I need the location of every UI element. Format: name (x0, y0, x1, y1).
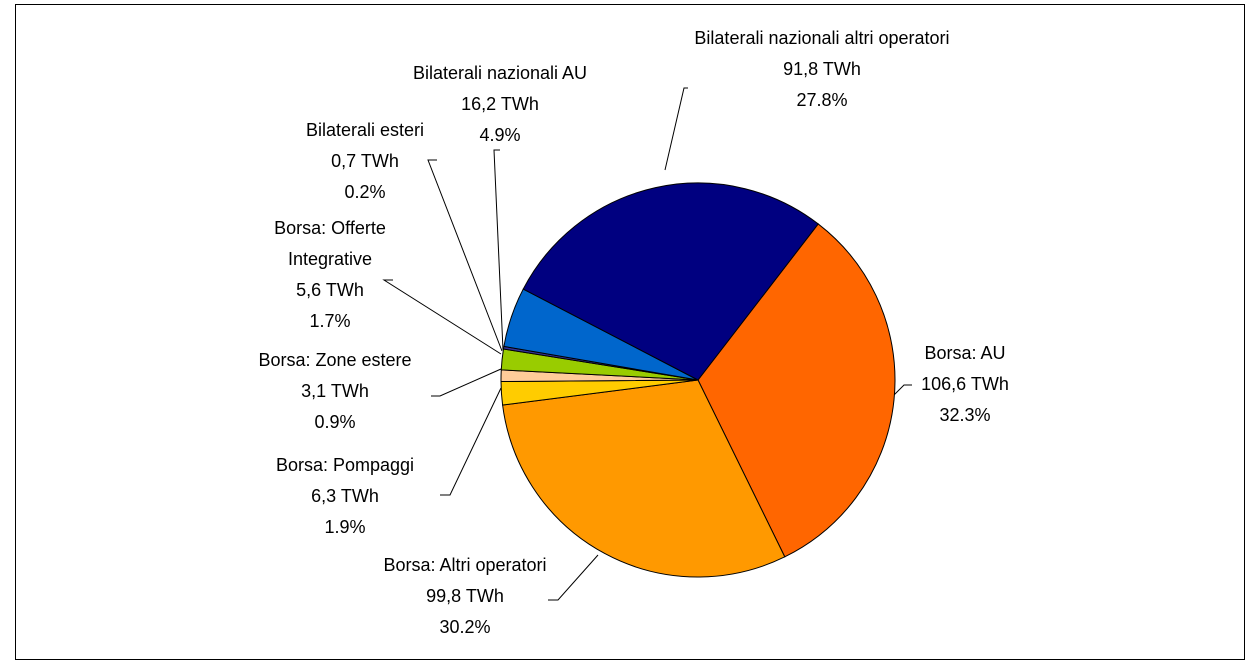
frame (15, 4, 1245, 660)
slice-label: Bilaterali nazionali altri operatori 91,8… (692, 23, 952, 116)
leader-line (440, 387, 502, 496)
slice-percent: 32.3% (939, 405, 991, 425)
slice-label: Borsa: Zone estere 3,1 TWh 0.9% (225, 345, 445, 438)
leader-lines (382, 87, 912, 601)
leader-line (548, 554, 599, 601)
slice-name: Borsa: Offerte Integrative (274, 218, 386, 269)
slice-percent: 0.2% (344, 182, 386, 202)
slice-label: Borsa: Altri operatori 99,8 TWh 30.2% (335, 550, 595, 643)
slice-percent: 1.9% (324, 517, 366, 537)
leader-line (493, 149, 504, 351)
slice-value: 0,7 TWh (331, 151, 399, 171)
leader-line (892, 384, 912, 397)
pie-slice (697, 223, 896, 558)
slice-value: 106,6 TWh (921, 374, 1009, 394)
slice-label: Bilaterali nazionali AU 16,2 TWh 4.9% (370, 58, 630, 151)
slice-percent: 0.9% (314, 412, 356, 432)
slices (500, 182, 896, 578)
pie-slice (502, 379, 786, 578)
slice-value: 5,6 TWh (296, 280, 364, 300)
slice-value: 6,3 TWh (311, 486, 379, 506)
slice-percent: 1.7% (309, 311, 351, 331)
slice-name: Borsa: Pompaggi (275, 455, 415, 475)
slice-value: 16,2 TWh (461, 94, 539, 114)
slice-label: Bilaterali esteri 0,7 TWh 0.2% (265, 115, 465, 208)
slice-label: Borsa: AU 106,6 TWh 32.3% (865, 338, 1065, 431)
leader-line (664, 87, 688, 171)
slice-percent: 30.2% (439, 617, 491, 637)
slice-name: Borsa: Altri operatori (383, 555, 547, 575)
slice-value: 3,1 TWh (301, 381, 369, 401)
slice-value: 99,8 TWh (426, 586, 504, 606)
slice-value: 91,8 TWh (783, 59, 861, 79)
slice-percent: 4.9% (479, 125, 521, 145)
slice-percent: 27.8% (796, 90, 848, 110)
slice-name: Borsa: Zone estere (258, 350, 412, 370)
leader-line (427, 159, 503, 352)
slice-name: Bilaterali nazionali AU (412, 63, 588, 83)
slice-label: Borsa: Offerte Integrative 5,6 TWh 1.7% (245, 213, 415, 337)
leader-line (431, 368, 502, 397)
slice-name: Borsa: AU (924, 343, 1006, 363)
leader-line (382, 279, 502, 355)
slice-label: Borsa: Pompaggi 6,3 TWh 1.9% (245, 450, 445, 543)
slice-name: Bilaterali esteri (305, 120, 425, 140)
pie-slice (522, 182, 819, 381)
slice-name: Bilaterali nazionali altri operatori (694, 28, 950, 48)
